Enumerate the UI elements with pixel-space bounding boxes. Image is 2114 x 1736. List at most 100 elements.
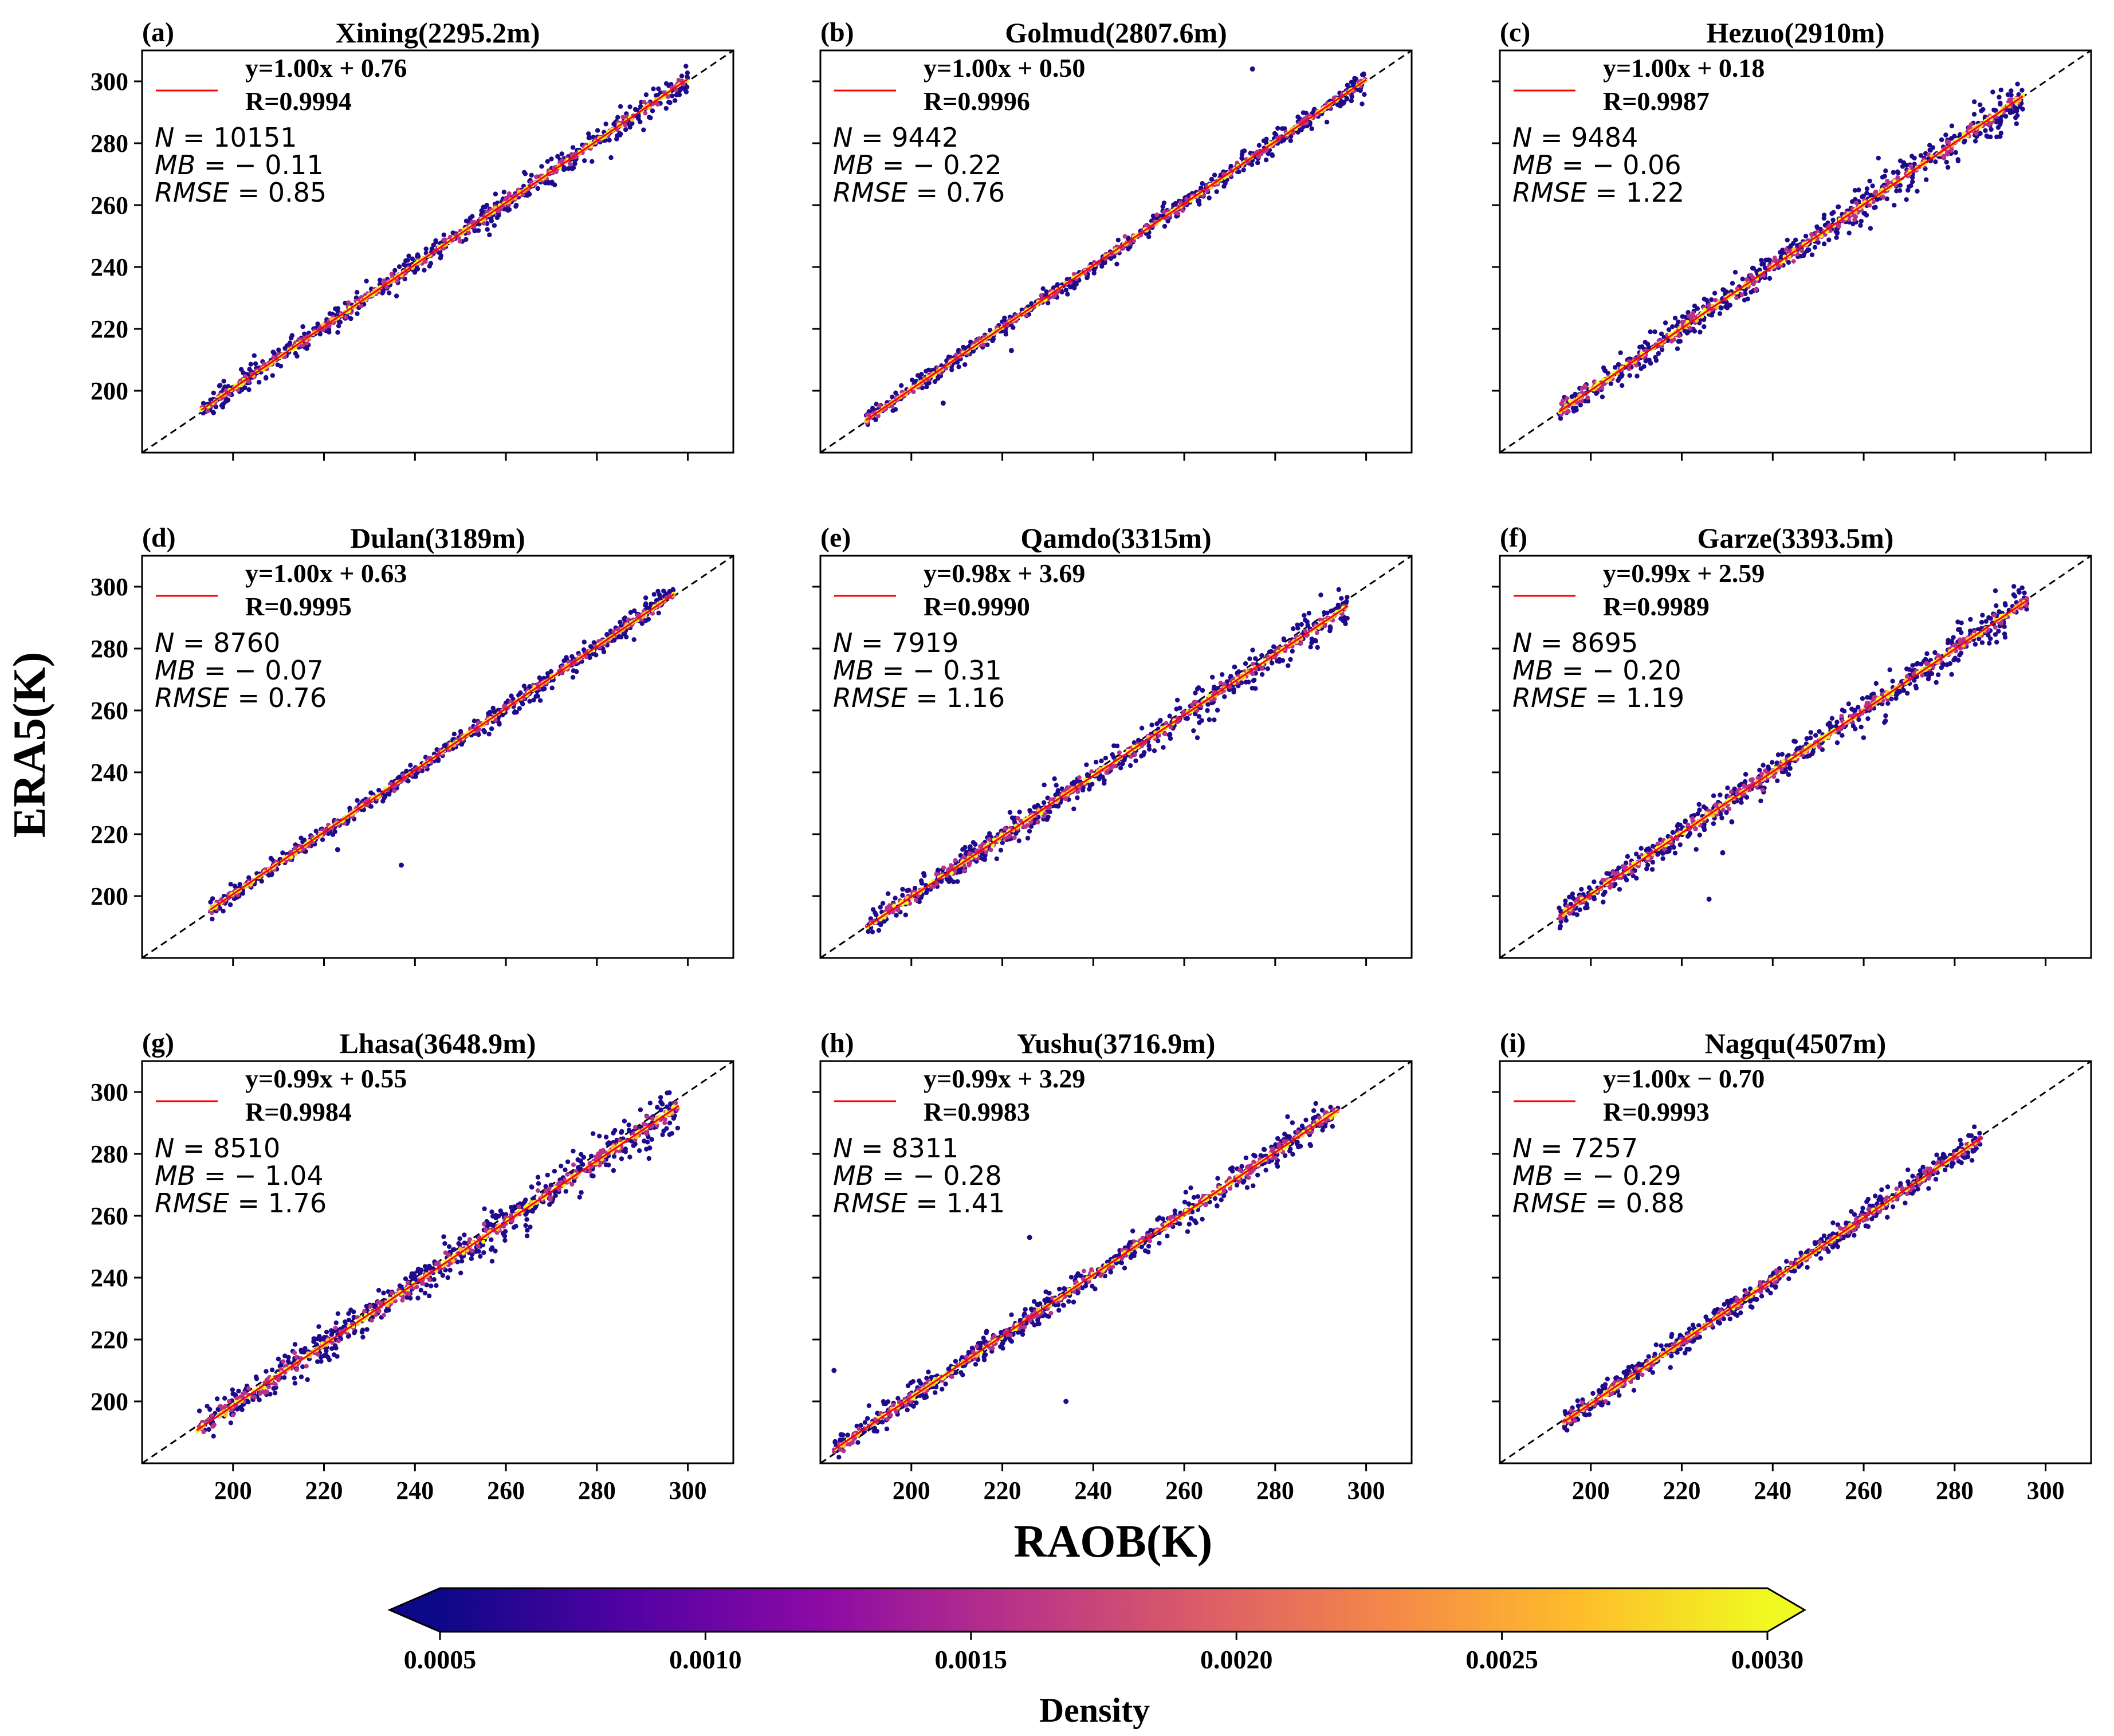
point-low-density	[1860, 194, 1865, 199]
point-low-density	[1265, 666, 1270, 671]
point-low-density	[1074, 281, 1079, 287]
point-low-density	[906, 887, 911, 893]
point-low-density	[893, 390, 898, 395]
point-low-density	[1054, 783, 1059, 788]
point-low-density	[496, 213, 501, 218]
point-low-density	[1142, 750, 1147, 755]
point-low-density	[1763, 257, 1769, 262]
point-low-density	[1197, 202, 1202, 207]
point-low-density	[1263, 157, 1269, 163]
point-low-density	[210, 916, 215, 922]
point-low-density	[1722, 288, 1727, 293]
point-mid-density	[384, 285, 390, 290]
point-low-density	[1998, 118, 2003, 123]
point-low-density	[1161, 745, 1166, 750]
point-low-density	[1868, 193, 1873, 198]
point-low-density	[431, 242, 436, 248]
point-low-density	[1200, 181, 1205, 186]
point-low-density	[1158, 717, 1163, 723]
point-mid-density	[1178, 200, 1183, 205]
point-low-density	[631, 637, 636, 642]
point-low-density	[1154, 721, 1160, 726]
point-low-density	[673, 98, 678, 103]
point-mid-density	[1734, 296, 1739, 300]
regression-equation: y=1.00x + 0.18	[1603, 53, 1765, 83]
point-low-density	[614, 136, 619, 142]
y-tick-label: 280	[91, 635, 128, 663]
point-mid-density	[620, 115, 626, 120]
point-low-density	[643, 595, 649, 600]
point-low-density	[1152, 748, 1157, 753]
point-low-density	[335, 306, 340, 311]
point-low-density	[1336, 587, 1341, 592]
point-low-density	[1709, 297, 1714, 303]
point-low-density	[402, 262, 407, 268]
point-low-density	[219, 403, 225, 408]
scatter-points	[199, 64, 690, 416]
point-mid-density	[1180, 208, 1185, 213]
point-low-density	[656, 610, 661, 616]
point-mid-density	[1771, 259, 1777, 264]
point-low-density	[566, 166, 571, 171]
sample-count: N = 9484	[1512, 122, 1638, 153]
point-low-density	[355, 798, 360, 803]
point-low-density	[1910, 175, 1915, 180]
point-low-density	[1892, 203, 1897, 208]
point-low-density	[994, 856, 1000, 862]
point-mid-density	[650, 611, 655, 616]
point-mid-density	[1585, 395, 1590, 400]
point-mid-density	[1003, 826, 1008, 831]
point-low-density	[247, 367, 252, 372]
point-low-density	[919, 881, 925, 886]
point-low-density	[1345, 615, 1350, 621]
point-low-density	[485, 227, 490, 232]
point-mid-density	[643, 111, 648, 116]
point-low-density	[1084, 772, 1090, 777]
point-low-density	[643, 92, 649, 97]
point-low-density	[893, 407, 898, 412]
point-low-density	[1071, 806, 1076, 812]
point-low-density	[1830, 217, 1836, 223]
point-low-density	[1852, 188, 1858, 193]
point-low-density	[1174, 697, 1180, 703]
point-low-density	[1212, 172, 1217, 178]
point-low-density	[1858, 223, 1863, 228]
point-low-density	[590, 651, 596, 657]
point-low-density	[1962, 139, 1967, 145]
point-low-density	[248, 362, 253, 367]
point-mid-density	[1942, 154, 1947, 159]
point-low-density	[489, 726, 494, 732]
point-low-density	[1945, 164, 1951, 170]
point-low-density	[1025, 835, 1031, 841]
point-low-density	[502, 206, 508, 212]
mean-bias: MB = − 0.22	[833, 150, 1002, 180]
point-mid-density	[1946, 139, 1951, 144]
point-low-density	[1277, 657, 1282, 662]
plot-frame	[141, 555, 734, 959]
point-low-density	[537, 698, 543, 703]
point-low-density	[506, 207, 512, 213]
point-low-density	[1601, 365, 1606, 371]
regression-equation: y=1.00x + 0.63	[245, 559, 407, 588]
point-mid-density	[346, 300, 351, 305]
point-low-density	[683, 64, 689, 69]
point-mid-density	[466, 230, 471, 235]
point-low-density	[663, 105, 669, 111]
point-low-density	[1103, 756, 1109, 761]
point-low-density	[1243, 680, 1248, 685]
point-mid-density	[1948, 148, 1954, 153]
point-low-density	[1695, 306, 1700, 311]
point-low-density	[1989, 127, 1994, 132]
point-low-density	[1953, 150, 1958, 155]
point-low-density	[529, 172, 534, 178]
point-low-density	[1558, 416, 1563, 421]
point-low-density	[1656, 351, 1661, 356]
point-low-density	[1282, 637, 1287, 643]
point-low-density	[1111, 743, 1117, 748]
panel-label: (b)	[820, 17, 854, 48]
point-low-density	[667, 100, 673, 105]
point-low-density	[915, 373, 921, 378]
point-low-density	[1200, 688, 1205, 693]
